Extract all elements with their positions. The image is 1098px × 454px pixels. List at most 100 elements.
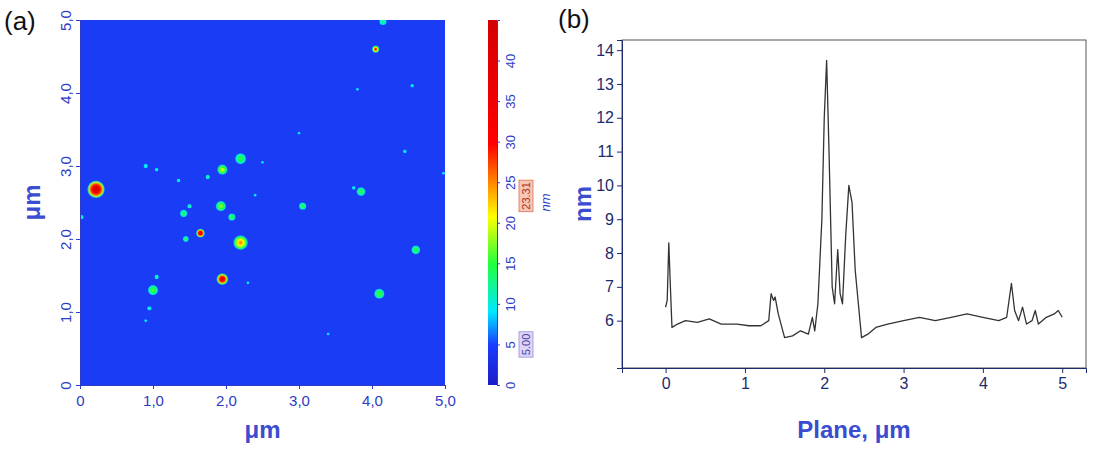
x-axis-line	[81, 386, 446, 390]
y-axis-tick: 2,0	[57, 229, 80, 250]
x-axis-tick-label: 1	[741, 375, 750, 392]
colorbar-axis-tick-mark	[497, 101, 500, 102]
y-axis-tick-label: 8	[605, 245, 614, 262]
y-axis-tick-mark	[617, 287, 622, 288]
colorbar-axis-tick: 5	[497, 341, 518, 348]
feature	[372, 46, 379, 53]
feature	[357, 187, 366, 196]
y-axis-tick-label: 10	[596, 177, 614, 194]
x-axis-tick-mark	[1062, 368, 1063, 373]
feature	[233, 235, 248, 250]
y-axis-title: nm	[569, 186, 596, 222]
y-axis: 01,02,03,04,05,0	[57, 10, 81, 390]
colorbar	[488, 20, 497, 385]
y-axis-line	[617, 41, 623, 369]
x-axis-tick: 1,0	[143, 385, 164, 409]
y-axis-tick: 8	[605, 245, 622, 262]
x-axis-tick-label: 5,0	[435, 392, 456, 409]
feature	[261, 161, 264, 164]
feature	[187, 204, 191, 208]
x-axis-title: Plane, μm	[797, 416, 910, 443]
feature	[379, 20, 386, 25]
colorbar-axis-tick-mark	[497, 385, 500, 386]
x-axis-tick-mark	[983, 368, 984, 373]
x-axis-tick-mark	[372, 385, 373, 389]
colorbar-marker-label: 23.31	[520, 182, 532, 210]
feature	[177, 179, 181, 183]
y-axis-tick-label: 7	[605, 278, 614, 295]
x-axis-tick-mark	[904, 368, 905, 373]
colorbar-axis-tick-mark	[497, 263, 500, 264]
x-axis-tick: 2,0	[216, 385, 237, 409]
x-axis-tick-mark	[745, 368, 746, 373]
x-axis-tick-mark	[226, 385, 227, 389]
colorbar-marker: 5.00	[519, 332, 533, 357]
feature	[411, 246, 420, 255]
x-axis-tick-label: 3,0	[289, 392, 310, 409]
colorbar-axis-tick-label: 30	[503, 135, 518, 149]
colorbar-axis-tick-label: 40	[503, 54, 518, 68]
feature	[235, 153, 246, 164]
x-axis-tick: 1	[741, 368, 750, 392]
feature	[154, 275, 158, 279]
feature	[148, 285, 158, 295]
feature	[403, 150, 407, 154]
x-axis-tick-label: 5	[1058, 375, 1067, 392]
colorbar-axis-tick: 0	[497, 382, 518, 389]
colorbar-axis-line	[498, 21, 501, 386]
colorbar-axis-tick-label: 35	[503, 94, 518, 108]
y-axis-tick: 7	[605, 278, 622, 295]
feature	[298, 132, 301, 135]
feature	[147, 306, 151, 310]
feature	[327, 332, 330, 335]
y-axis-tick-mark	[76, 166, 80, 167]
image-background	[80, 20, 445, 385]
feature	[144, 164, 148, 168]
y-axis-tick: 10	[596, 177, 622, 194]
y-axis-tick: 12	[596, 109, 622, 126]
colorbar-axis-tick-label: 5	[503, 341, 518, 348]
feature	[217, 165, 227, 175]
y-axis-tick: 0	[57, 381, 80, 389]
feature	[183, 236, 189, 242]
x-axis: 01,02,03,04,05,0	[76, 385, 456, 409]
y-axis-tick-label: 9	[605, 211, 614, 228]
colorbar-axis-tick: 20	[497, 216, 518, 230]
x-axis-tick: 5,0	[435, 385, 456, 409]
panel-label: (a)	[4, 6, 36, 36]
y-axis-tick-mark	[617, 118, 622, 119]
x-axis-tick-mark	[824, 368, 825, 373]
panel-label: (b)	[558, 4, 590, 34]
colorbar-axis-tick-label: 10	[503, 297, 518, 311]
x-axis-tick: 5	[1058, 368, 1067, 392]
y-axis-tick: 6	[605, 312, 622, 329]
x-axis-tick-label: 4	[979, 375, 988, 392]
y-axis-tick-mark	[617, 84, 622, 85]
feature	[216, 201, 226, 211]
y-axis-title: μm	[18, 184, 45, 220]
y-axis-tick: 5,0	[57, 10, 80, 31]
feature	[144, 319, 147, 322]
y-axis-tick-label: 1,0	[57, 302, 74, 323]
colorbar-axis-tick-mark	[497, 61, 500, 62]
feature	[228, 213, 235, 220]
y-axis-tick-mark	[617, 219, 622, 220]
colorbar-axis-tick-label: 25	[503, 175, 518, 189]
colorbar-axis-tick: 10	[497, 297, 518, 311]
feature	[217, 273, 229, 285]
figure: (a)01,02,03,04,05,001,02,03,04,05,0μmμm0…	[0, 0, 1098, 454]
y-axis-tick-label: 0	[57, 381, 74, 389]
y-axis-line	[76, 21, 81, 386]
x-axis-tick-mark	[666, 368, 667, 373]
y-axis-tick: 4,0	[57, 83, 80, 104]
y-axis-tick: 11	[597, 143, 622, 160]
y-axis-tick-label: 14	[596, 42, 614, 59]
features	[80, 20, 445, 335]
plot-frame	[622, 40, 1086, 368]
feature	[246, 281, 249, 284]
colorbar-axis-tick: 15	[497, 257, 518, 271]
y-axis-tick-label: 12	[596, 109, 614, 126]
colorbar-marker-box	[519, 332, 533, 357]
feature	[196, 229, 205, 238]
y-axis-tick: 13	[596, 76, 622, 93]
